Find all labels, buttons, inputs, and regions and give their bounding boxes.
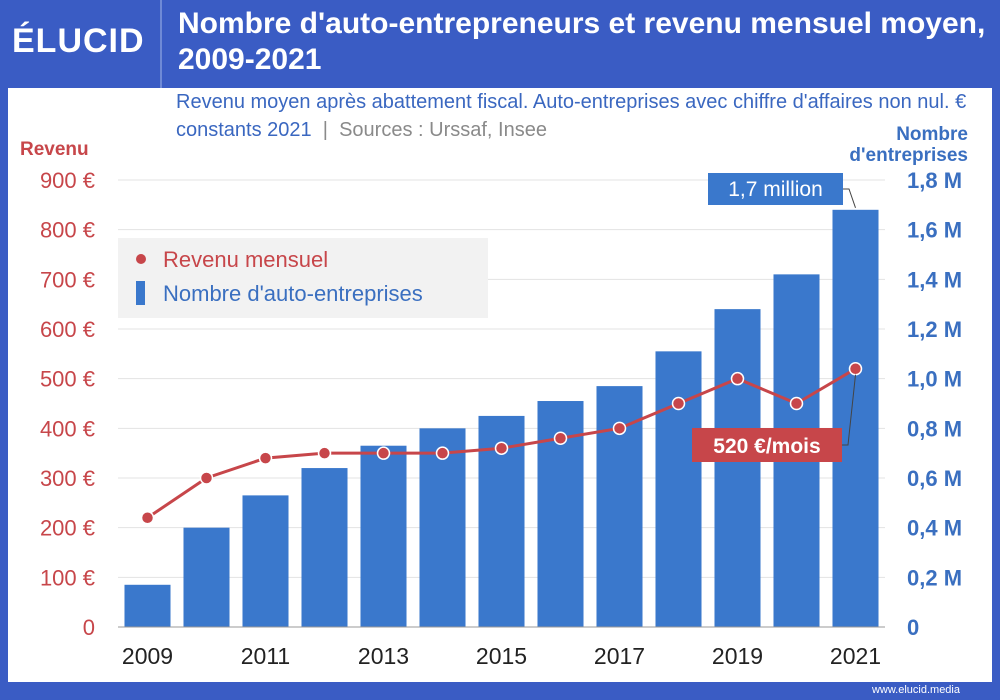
x-axis-tick-label: 2019 [712,643,763,669]
left-axis-tick-label: 0 [83,615,95,640]
sources-text: Sources : Urssaf, Insee [339,119,547,141]
right-axis-tick-label: 1,4 M [907,267,962,292]
bar [714,309,761,627]
chart-title: Nombre d'auto-entrepreneurs et revenu me… [178,7,986,76]
right-axis-title-line: d'entreprises [849,145,968,166]
x-axis-tick-label: 2013 [358,643,409,669]
x-axis-tick-label: 2009 [122,643,173,669]
subtitle-text: Revenu moyen après abattement fiscal. Au… [176,91,967,141]
legend-bar-label: Nombre d'auto-entreprises [163,281,423,306]
annotation-line-text: 520 €/mois [713,435,820,458]
bar [655,351,702,627]
revenue-point [140,510,155,525]
bar [360,445,407,627]
annotation-bar-text: 1,7 million [728,178,823,201]
footer: www.elucid.media [0,682,1000,700]
left-axis-tick-label: 300 € [40,466,95,491]
revenue-point [199,471,214,485]
x-axis-tick-label: 2011 [241,643,290,669]
revenue-point [671,396,686,411]
bar [242,495,289,627]
left-axis-tick-label: 200 € [40,516,95,541]
header: ÉLUCID Nombre d'auto-entrepreneurs et re… [0,0,1000,88]
right-axis-tick-label: 0,6 M [907,466,962,491]
bar [832,209,879,628]
legend-line-label: Revenu mensuel [163,247,328,272]
left-axis-tick-label: 400 € [40,416,95,441]
left-axis-tick-label: 500 € [40,367,95,392]
revenue-point [376,446,391,460]
bar [183,527,230,627]
right-axis-title-line: Nombre [896,124,968,145]
logo-divider [160,0,162,88]
left-axis-tick-label: 900 € [40,168,95,193]
chart-subtitle: Revenu moyen après abattement fiscal. Au… [176,88,976,144]
annotation-box-bar [708,173,843,205]
left-axis-tick-label: 600 € [40,317,95,342]
left-axis-title: Revenu [20,139,89,160]
revenue-point [553,431,568,446]
right-axis-tick-label: 0,8 M [907,416,962,441]
revenue-point [435,446,450,460]
revenue-point [848,361,863,376]
x-axis-tick-label: 2017 [594,643,645,669]
revenue-point [789,396,804,411]
revenue-point [258,451,273,465]
left-axis-tick-label: 800 € [40,218,95,243]
revenue-point [612,421,627,436]
right-axis-tick-label: 1,6 M [907,218,962,243]
legend-box [118,238,488,318]
left-axis-tick-label: 700 € [40,267,95,292]
annotation-leader [843,188,856,208]
revenue-point [317,446,332,460]
left-axis-tick-label: 100 € [40,565,95,590]
right-axis-tick-label: 1,8 M [907,168,962,193]
right-axis-tick-label: 1,0 M [907,367,962,392]
bar [124,584,171,627]
sources-separator: | [317,119,334,141]
x-axis-tick-label: 2021 [830,643,881,669]
annotation-leader [842,374,856,446]
right-axis-tick-label: 0,2 M [907,565,962,590]
footer-site: www.elucid.media [871,684,960,696]
right-axis-tick-label: 0 [907,615,919,640]
right-axis-tick-label: 0,4 M [907,516,962,541]
revenue-point [494,441,509,455]
revenue-point [730,371,745,386]
elucid-logo: ÉLUCID [12,22,145,60]
x-axis-tick-label: 2015 [476,643,527,669]
right-axis-tick-label: 1,2 M [907,317,962,342]
legend-line-marker [136,254,146,264]
bar [301,468,348,627]
legend-bar-marker [136,281,145,305]
bar [419,428,466,627]
annotation-box-line [692,428,842,462]
